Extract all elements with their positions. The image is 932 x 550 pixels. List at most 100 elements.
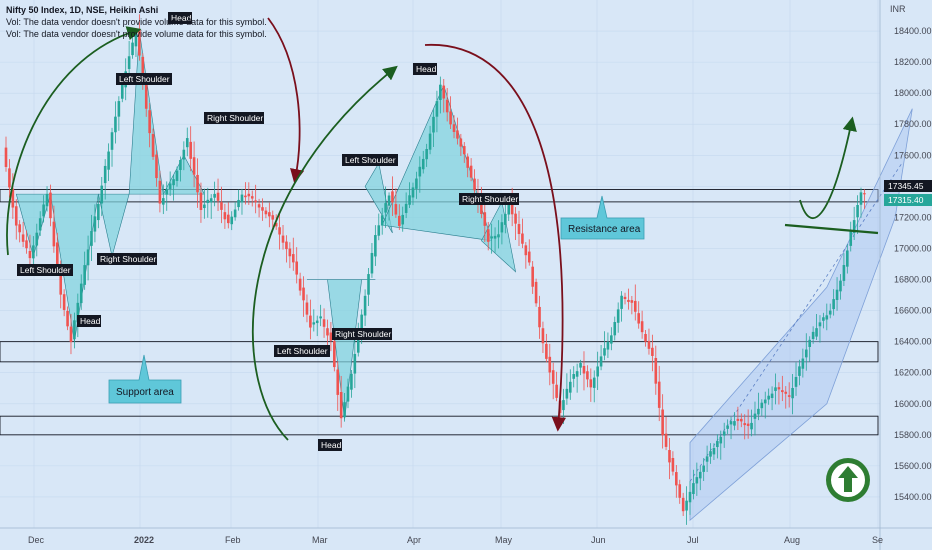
candle-body	[35, 232, 39, 246]
candle-body	[722, 431, 726, 436]
candle-body	[398, 215, 401, 226]
candle-body	[432, 116, 435, 133]
candle-body	[712, 448, 716, 455]
candle-body	[114, 116, 117, 133]
price-axis[interactable]: 15400.00 15600.00 15800.00 16000.00 16200.00…	[879, 0, 932, 550]
candle-body	[49, 192, 52, 219]
candle-body	[801, 358, 805, 369]
candle-body	[760, 402, 764, 409]
time-tick-label: Jun	[591, 535, 606, 545]
candle-body	[859, 192, 863, 205]
candle-body	[456, 130, 459, 139]
green-arrow-2	[251, 65, 398, 441]
candle-body	[681, 497, 685, 512]
candle-body	[333, 341, 336, 368]
price-tag-lower: 17315.40	[884, 194, 932, 206]
candle-body	[784, 391, 788, 394]
candles	[4, 14, 866, 525]
candle-body	[445, 99, 449, 113]
candle-body	[11, 188, 15, 208]
svg-text:Left Shoulder: Left Shoulder	[20, 265, 71, 275]
support-callout: Support area	[108, 354, 182, 404]
candle-body	[603, 348, 606, 356]
candle-body	[504, 213, 507, 225]
candle-body	[462, 146, 466, 155]
candle-body	[685, 500, 688, 511]
candle-body	[8, 168, 11, 188]
candle-body	[209, 198, 213, 203]
candle-body	[271, 215, 275, 220]
candle-body	[483, 212, 487, 226]
candle-body	[120, 83, 124, 99]
candle-body	[384, 203, 387, 213]
candle-body	[138, 29, 141, 56]
red-arrow-2	[424, 44, 567, 432]
candle-body	[825, 315, 829, 320]
tag-left-shoulder-3: Left Shoulder	[17, 264, 73, 276]
candle-body	[589, 379, 593, 388]
symbol-title[interactable]: Nifty 50 Index, 1D, NSE, Heikin Ashi	[6, 5, 159, 15]
price-tag-upper-text: 17345.45	[888, 181, 924, 191]
candle-body	[763, 399, 767, 404]
candle-body	[705, 456, 709, 462]
svg-text:Left Shoulder: Left Shoulder	[119, 74, 170, 84]
candle-body	[155, 154, 158, 179]
candle-body	[565, 388, 569, 399]
candle-body	[4, 147, 8, 167]
candle-body	[743, 423, 747, 426]
candle-body	[541, 328, 545, 344]
resistance-callout-text: Resistance area	[568, 224, 641, 235]
candle-body	[787, 395, 791, 397]
candle-body	[548, 356, 552, 373]
time-tick-label: Jul	[687, 535, 699, 545]
candle-body	[158, 180, 162, 204]
candle-body	[702, 465, 705, 472]
candle-body	[223, 212, 227, 220]
candle-body	[534, 281, 538, 304]
candle-body	[835, 289, 839, 300]
candle-body	[815, 328, 818, 337]
candle-body	[79, 283, 83, 304]
candle-body	[863, 193, 866, 195]
candle-body	[664, 433, 668, 447]
candle-body	[59, 269, 63, 295]
candle-body	[97, 203, 100, 221]
candle-body	[599, 356, 603, 367]
candle-body	[377, 225, 381, 236]
candle-body	[196, 174, 199, 193]
candle-body	[661, 409, 664, 436]
candle-body	[162, 198, 165, 205]
tag-right-shoulder-4: Right Shoulder	[332, 328, 392, 340]
support-zone-lower	[0, 415, 879, 436]
time-tick-label: May	[495, 535, 513, 545]
candle-body	[633, 300, 637, 312]
candle-body	[353, 353, 357, 374]
candle-body	[411, 187, 415, 198]
volume-note-2: Vol: The data vendor doesn't provide vol…	[6, 29, 267, 39]
candle-body	[818, 322, 822, 327]
price-tick-label: 17800.00	[894, 119, 932, 129]
candle-body	[804, 349, 808, 358]
trend-channel	[689, 108, 913, 522]
candle-body	[179, 159, 182, 170]
candle-body	[486, 229, 490, 242]
candle-body	[418, 166, 422, 177]
candle-body	[716, 441, 719, 448]
candle-body	[675, 472, 678, 486]
time-axis[interactable]: Dec 2022 Feb Mar Apr May Jun Jul Aug Se	[0, 527, 932, 545]
candle-body	[726, 425, 729, 429]
candle-body	[336, 369, 340, 395]
candle-body	[278, 227, 281, 235]
candle-body	[480, 200, 483, 214]
candle-body	[798, 366, 801, 376]
candle-body	[69, 326, 73, 343]
candle-body	[76, 302, 80, 323]
candle-body	[408, 195, 411, 205]
candle-body	[312, 322, 316, 325]
tag-head-3: Head	[77, 315, 101, 327]
candle-body	[261, 207, 264, 211]
svg-text:Left Shoulder: Left Shoulder	[345, 155, 396, 165]
candle-body	[562, 400, 565, 411]
